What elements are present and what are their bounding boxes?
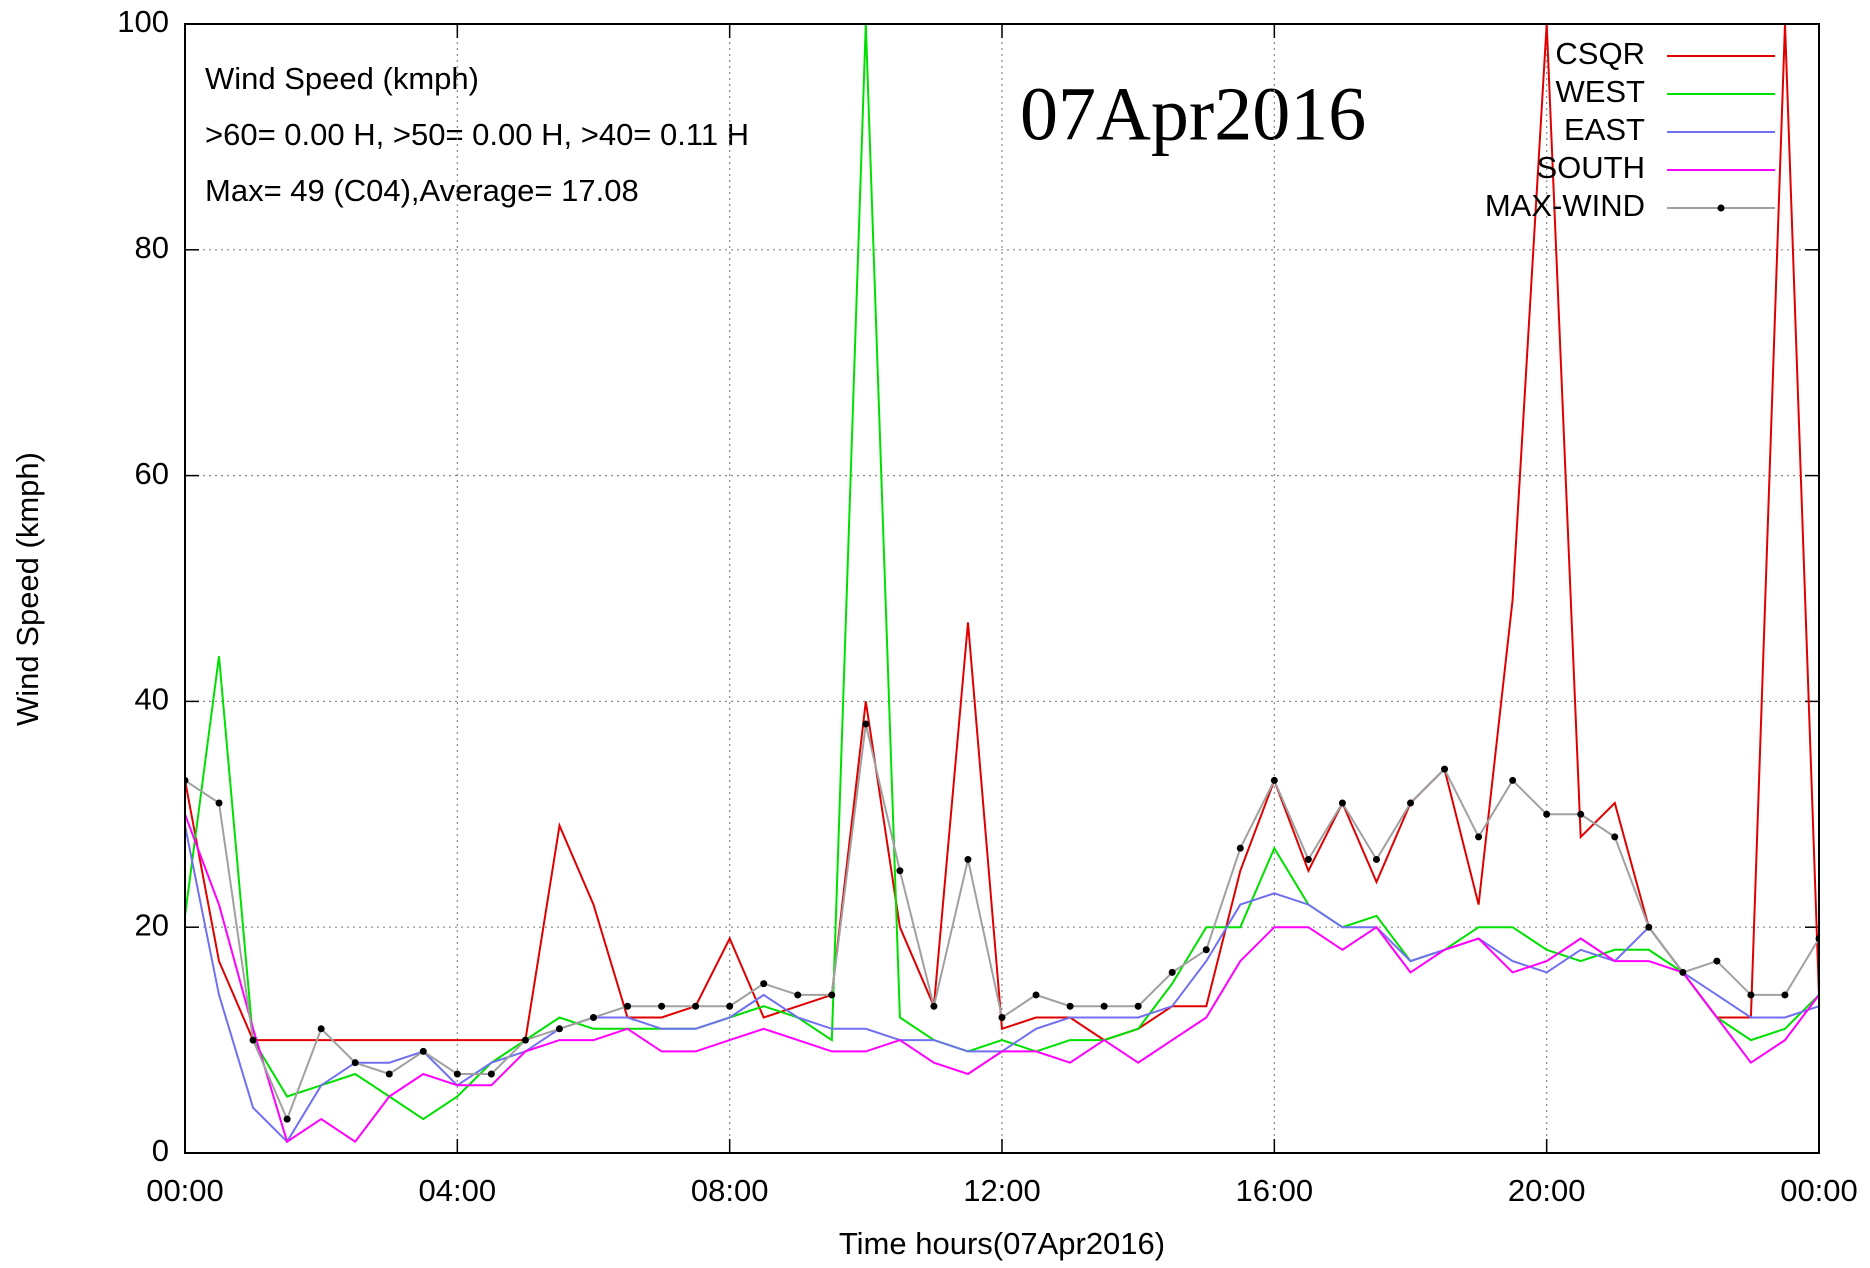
point [998, 1014, 1006, 1022]
x-tick-label: 00:00 [146, 1173, 224, 1208]
point [1372, 855, 1380, 863]
point [1543, 810, 1551, 818]
y-tick-label: 0 [152, 1133, 169, 1168]
point [624, 1002, 632, 1010]
point [453, 1070, 461, 1078]
point [1679, 968, 1687, 976]
point [896, 867, 904, 875]
point [1781, 991, 1789, 999]
point [1304, 855, 1312, 863]
point [1713, 957, 1721, 965]
point [249, 1036, 257, 1044]
x-tick-label: 16:00 [1236, 1173, 1314, 1208]
y-tick-label: 40 [135, 682, 169, 717]
annotation: >60= 0.00 H, >50= 0.00 H, >40= 0.11 H [205, 117, 749, 152]
point [692, 1002, 700, 1010]
point [1066, 1002, 1074, 1010]
date-label: 07Apr2016 [1020, 72, 1366, 156]
x-tick-label: 08:00 [691, 1173, 769, 1208]
point [351, 1059, 359, 1067]
point [521, 1036, 529, 1044]
series-line [185, 825, 1819, 1144]
point [283, 1115, 291, 1123]
y-tick-label: 20 [135, 907, 169, 942]
point [794, 991, 802, 999]
point [590, 1014, 597, 1022]
point [1441, 765, 1449, 773]
series-line [185, 24, 1819, 1121]
point [1270, 776, 1278, 784]
point [1577, 810, 1585, 818]
point [1236, 844, 1244, 852]
point [385, 1070, 393, 1078]
series-line [185, 24, 1819, 1042]
legend-label: SOUTH [1537, 150, 1646, 185]
point [1202, 946, 1210, 954]
point [1338, 799, 1346, 807]
point [1509, 776, 1517, 784]
x-tick-label: 00:00 [1780, 1173, 1858, 1208]
plot-frame [184, 23, 1820, 1154]
point [930, 1002, 938, 1010]
point [419, 1047, 427, 1055]
legend-marker [1717, 204, 1725, 212]
point [1407, 799, 1414, 807]
point [1168, 968, 1176, 976]
annotation: Max= 49 (C04),Average= 17.08 [205, 173, 639, 208]
legend-label: CSQR [1555, 36, 1645, 71]
point [1134, 1002, 1142, 1010]
x-tick-label: 12:00 [963, 1173, 1041, 1208]
point [1032, 991, 1040, 999]
point [760, 980, 768, 988]
y-tick-label: 80 [135, 230, 169, 265]
x-tick-label: 20:00 [1508, 1173, 1586, 1208]
point [726, 1002, 734, 1010]
x-tick-label: 04:00 [419, 1173, 497, 1208]
y-tick-label: 100 [117, 4, 169, 39]
y-tick-label: 60 [135, 456, 169, 491]
point [555, 1025, 563, 1033]
point [1475, 833, 1483, 841]
y-axis-label: Wind Speed (kmph) [10, 452, 45, 726]
legend-label: EAST [1564, 112, 1645, 147]
point [964, 855, 972, 863]
point [862, 720, 870, 728]
point [828, 991, 836, 999]
point [1100, 1002, 1108, 1010]
series-line [185, 723, 1819, 1122]
point [1645, 923, 1653, 931]
point [1611, 833, 1619, 841]
x-axis-label: Time hours(07Apr2016) [839, 1226, 1165, 1261]
legend-label: MAX-WIND [1485, 188, 1645, 223]
point [487, 1070, 495, 1078]
point [317, 1025, 325, 1033]
point [215, 799, 223, 807]
point [1747, 991, 1755, 999]
legend-label: WEST [1555, 74, 1645, 109]
point [658, 1002, 666, 1010]
plot-area [185, 24, 1819, 1144]
annotation: Wind Speed (kmph) [205, 61, 479, 96]
series-line [185, 813, 1819, 1144]
